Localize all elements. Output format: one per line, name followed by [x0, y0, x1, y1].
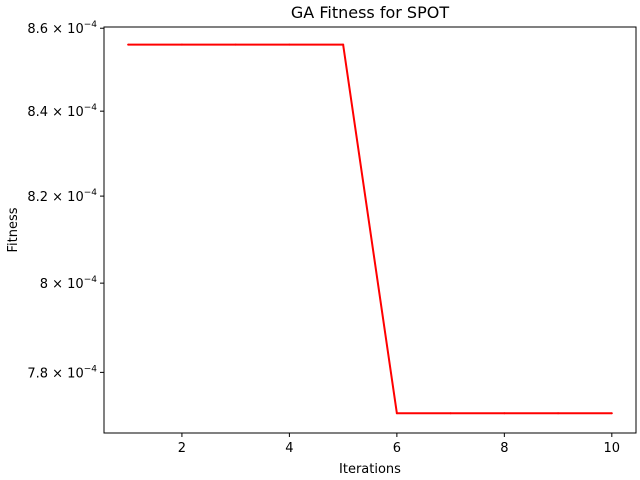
data-point [127, 43, 130, 46]
y-tick-label: 7.8 × 10−4 [27, 364, 97, 381]
x-axis: 2 4 6 8 10 [178, 433, 620, 456]
axes-frame [103, 26, 637, 434]
plot-area [127, 43, 613, 415]
chart-title: GA Fitness for SPOT [291, 3, 449, 22]
y-tick-label: 8.2 × 10−4 [27, 188, 97, 205]
y-axis-label: Fitness [6, 207, 21, 252]
x-axis-label: Iterations [339, 462, 401, 477]
data-point [610, 412, 613, 415]
series-line-0 [128, 43, 612, 415]
data-point [288, 43, 291, 46]
x-tick-label: 6 [393, 441, 401, 456]
data-point [180, 43, 183, 46]
data-point [395, 412, 398, 415]
x-tick-label: 8 [500, 441, 508, 456]
data-point [449, 412, 452, 415]
y-tick-label: 8.6 × 10−4 [27, 20, 97, 37]
y-tick-label: 8 × 10−4 [40, 275, 98, 292]
x-tick-label: 2 [178, 441, 186, 456]
data-point [557, 412, 560, 415]
y-tick-label: 8.4 × 10−4 [27, 103, 97, 120]
y-axis: 7.8 × 10−4 8 × 10−4 8.2 × 10−4 8.4 × 10−4 8.… [27, 20, 104, 381]
data-point [234, 43, 237, 46]
data-point [503, 412, 506, 415]
x-tick-label: 10 [604, 441, 621, 456]
x-tick-label: 4 [285, 441, 293, 456]
data-point [342, 43, 345, 46]
